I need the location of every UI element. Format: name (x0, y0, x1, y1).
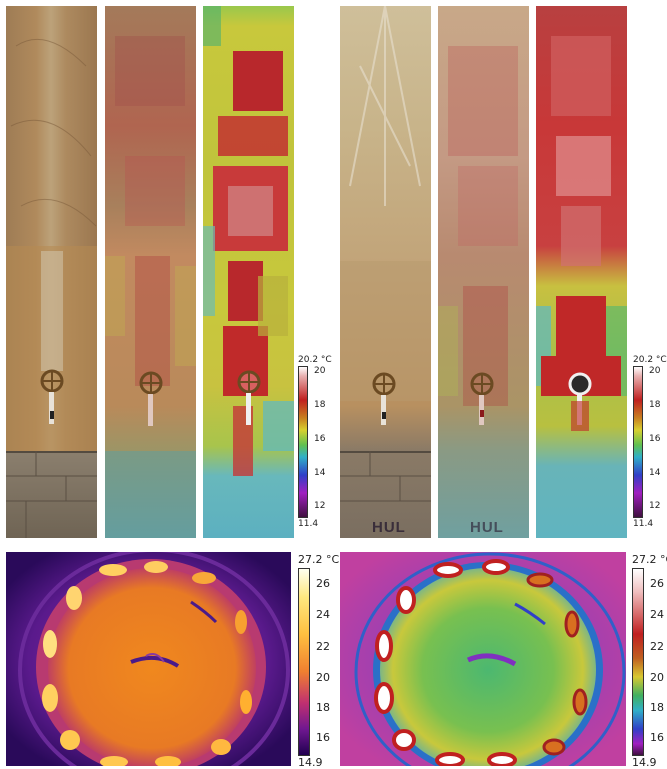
colorbar-gradient (632, 568, 644, 756)
wall-text: HUL (372, 519, 406, 536)
colorbar-tick: 14 (314, 468, 326, 478)
wall-text: HUL (470, 519, 504, 536)
colorbar-min-label: 14.9 (298, 756, 323, 769)
colorbar-tick: 14 (649, 468, 661, 478)
colorbar-tick: 24 (316, 608, 330, 621)
colorbar-top-right: 20.2 °C 20 18 16 14 12 11.4 (631, 356, 667, 532)
colorbar-tick: 20 (316, 671, 330, 684)
thermal-panel-iron (6, 552, 291, 766)
thermal-panel-left (203, 6, 294, 538)
colorbar-min-label: 11.4 (633, 519, 654, 529)
colorbar-tick: 12 (314, 501, 326, 511)
colorbar-tick: 24 (650, 608, 664, 621)
colorbar-max-label: 20.2 °C (298, 355, 332, 365)
colorbar-tick: 20 (650, 671, 664, 684)
colorbar-max-label: 27.2 °C (298, 553, 340, 566)
photo-panel-right-visible: HUL (340, 6, 431, 538)
colorbar-tick: 18 (650, 701, 664, 714)
colorbar-tick: 16 (649, 434, 661, 444)
colorbar-tick: 16 (316, 731, 330, 744)
colorbar-top-left: 20.2 °C 20 18 16 14 12 11.4 (296, 356, 336, 532)
colorbar-min-label: 14.9 (632, 756, 657, 769)
colorbar-tick: 16 (650, 731, 664, 744)
photo-panel-left-visible (6, 6, 97, 538)
colorbar-tick: 18 (314, 400, 326, 410)
photo-panel-left-blend (105, 6, 196, 538)
thermal-panel-right (536, 6, 627, 538)
colorbar-bottom-left: 27.2 °C 26 24 22 20 18 16 14.9 (296, 553, 340, 769)
colorbar-tick: 20 (314, 366, 326, 376)
colorbar-tick: 26 (316, 577, 330, 590)
colorbar-tick: 22 (650, 640, 664, 653)
colorbar-tick: 18 (649, 400, 661, 410)
colorbar-tick: 12 (649, 501, 661, 511)
colorbar-max-label: 27.2 °C (632, 553, 667, 566)
colorbar-tick: 18 (316, 701, 330, 714)
thermal-panel-rainbow (340, 552, 626, 766)
colorbar-min-label: 11.4 (298, 519, 319, 529)
colorbar-tick: 22 (316, 640, 330, 653)
colorbar-tick: 20 (649, 366, 661, 376)
colorbar-gradient (298, 366, 308, 518)
colorbar-max-label: 20.2 °C (633, 355, 667, 365)
photo-panel-right-blend: HUL (438, 6, 529, 538)
colorbar-tick: 26 (650, 577, 664, 590)
colorbar-gradient (633, 366, 643, 518)
colorbar-tick: 16 (314, 434, 326, 444)
colorbar-gradient (298, 568, 310, 756)
colorbar-bottom-right: 27.2 °C 26 24 22 20 18 16 14.9 (630, 554, 667, 768)
